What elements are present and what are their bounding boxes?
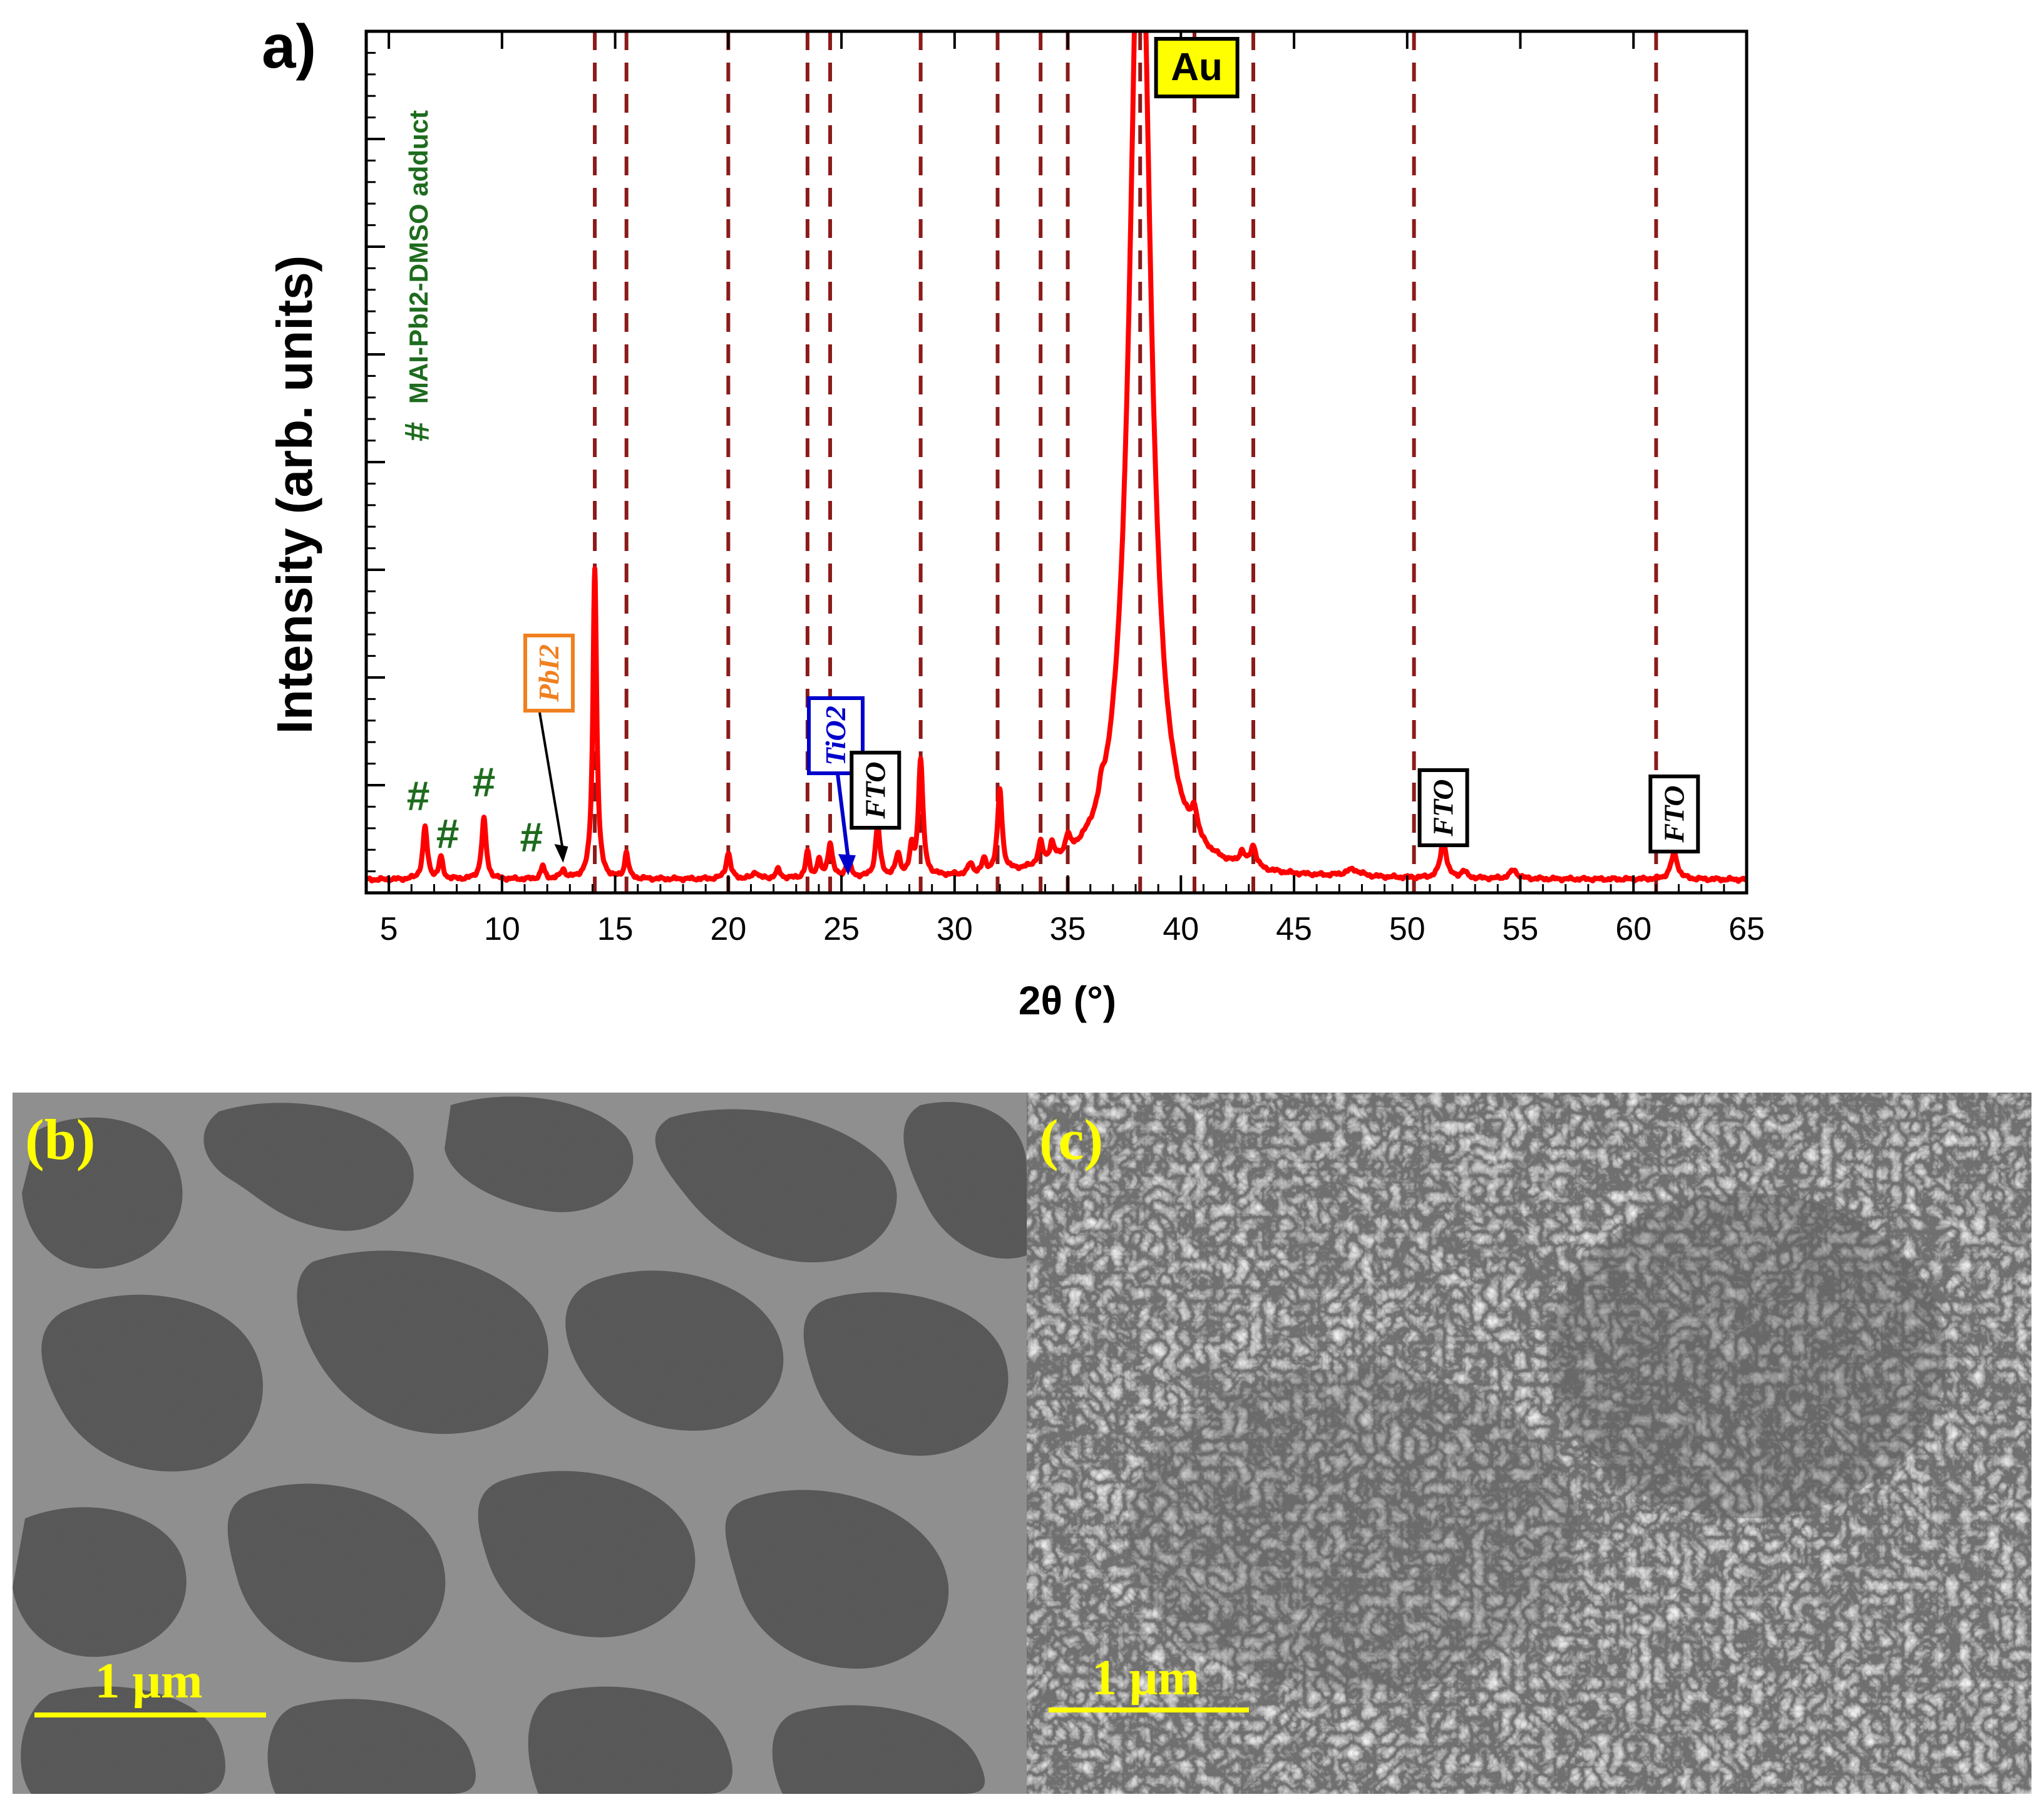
reference-lines — [593, 31, 1658, 893]
adduct-legend: # MAI-PbI2-DMSO adduct — [397, 110, 436, 441]
scale-bar-b — [34, 1712, 266, 1717]
panel-c-label: (c) — [1039, 1108, 1104, 1171]
au-label: Au — [1154, 37, 1240, 98]
xrd-chart: a) 5 10 15 20 25 30 35 40 45 50 55 60 65 2θ (°) Inte… — [262, 12, 1765, 1023]
x-tick-label: 30 — [937, 911, 973, 947]
x-tick-label: 50 — [1389, 911, 1425, 947]
pbi2-label-box — [523, 634, 575, 713]
x-tick-label: 25 — [823, 911, 860, 947]
tio2-arrow — [836, 773, 850, 860]
fto-label-box — [1417, 768, 1469, 847]
pbi2-label-text: PbI2 — [533, 644, 565, 703]
panel-a-label: a) — [262, 12, 316, 81]
pbi2-label: PbI2 — [523, 634, 575, 713]
x-tick-label: 60 — [1615, 911, 1651, 947]
scale-bar-b-text: 1 μm — [95, 1654, 203, 1709]
plot-frame — [364, 29, 1749, 895]
adduct-hash-marker: # — [473, 759, 496, 805]
fto-label-box — [1648, 775, 1700, 853]
au-label-box — [1154, 37, 1240, 98]
panel-b-label: (b) — [25, 1108, 96, 1171]
fto-label: FTO — [850, 751, 901, 830]
sem-image-c: (c) 1 μm — [1027, 1093, 2031, 1794]
x-tick-label: 65 — [1728, 911, 1765, 947]
fto-label-text: FTO — [1427, 779, 1459, 837]
legend-hash-symbol: # — [397, 422, 436, 441]
fto-label: FTO — [1648, 775, 1700, 853]
tio2-label: TiO2 — [807, 696, 865, 775]
xrd-pattern-line — [366, 31, 1747, 884]
fto-label-box — [850, 751, 901, 830]
x-axis-label: 2θ (°) — [1019, 978, 1116, 1023]
tio2-label-text: TiO2 — [819, 706, 851, 765]
adduct-hash-marker: # — [407, 773, 430, 819]
y-axis-ticks — [366, 30, 385, 894]
x-tick-label: 10 — [484, 911, 520, 947]
scale-bar-c-text: 1 μm — [1092, 1650, 1199, 1706]
x-tick-label: 40 — [1163, 911, 1199, 947]
x-tick-label: 5 — [380, 911, 398, 947]
fto-label-text: FTO — [1658, 785, 1690, 843]
x-tick-label: 20 — [710, 911, 746, 947]
fto-label-text: FTO — [859, 761, 891, 819]
x-tick-label: 15 — [597, 911, 634, 947]
pbi2-arrowhead — [554, 844, 568, 863]
legend-adduct-label: MAI-PbI2-DMSO adduct — [404, 110, 433, 404]
scale-bar-c — [1049, 1707, 1249, 1712]
pbi2-arrow — [538, 712, 565, 852]
x-tick-label: 45 — [1276, 911, 1312, 947]
x-axis-tick-labels: 5 10 15 20 25 30 35 40 45 50 55 60 65 — [380, 911, 1765, 947]
sem-image-b: (b) 1 μm — [13, 1093, 1027, 1794]
fto-label: FTO — [1417, 768, 1469, 847]
au-label-text: Au — [1171, 46, 1223, 89]
adduct-hash-marker: # — [520, 814, 543, 860]
x-axis-ticks — [365, 31, 1748, 893]
tio2-arrowhead — [838, 854, 856, 875]
adduct-hash-marker: # — [436, 810, 460, 857]
x-tick-label: 35 — [1050, 911, 1086, 947]
x-tick-label: 55 — [1502, 911, 1539, 947]
y-axis-label: Intensity (arb. units) — [267, 255, 322, 734]
